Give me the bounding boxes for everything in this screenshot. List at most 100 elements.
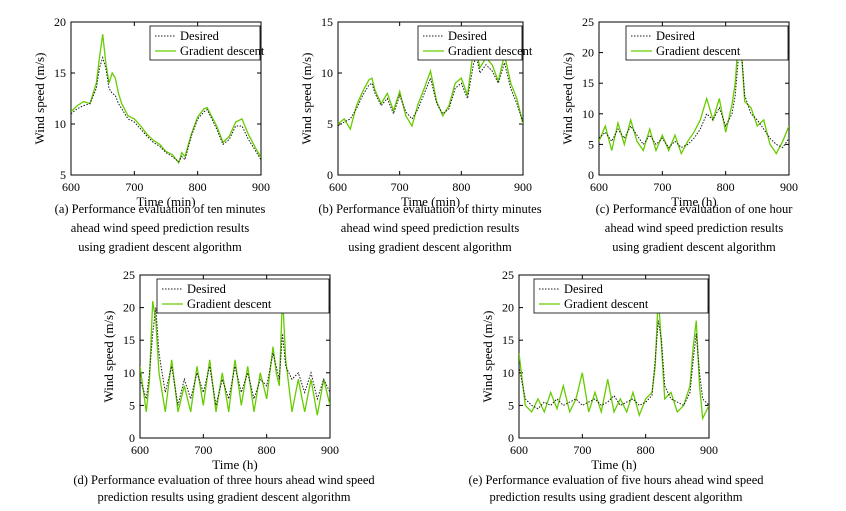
legend-label-desired: Desired (187, 282, 227, 296)
x-tick-label: 700 (573, 443, 591, 457)
x-tick-label: 600 (510, 443, 528, 457)
legend-label-desired: Desired (564, 282, 604, 296)
series-desired-line (338, 56, 523, 127)
x-tick-label: 700 (125, 180, 143, 194)
y-tick-label: 25 (502, 268, 514, 282)
y-tick-label: 25 (582, 15, 594, 29)
x-tick-label: 600 (590, 180, 608, 194)
legend-label-gradient-descent: Gradient descent (448, 44, 533, 58)
legend-label-gradient-descent: Gradient descent (564, 297, 649, 311)
y-tick-label: 5 (508, 398, 514, 412)
y-tick-label: 5 (129, 398, 135, 412)
y-tick-label: 0 (588, 168, 594, 182)
x-tick-label: 800 (637, 443, 655, 457)
y-tick-label: 5 (588, 137, 594, 151)
y-axis-label: Wind speed (m/s) (101, 311, 116, 403)
y-tick-label: 20 (502, 301, 514, 315)
caption-line: using gradient descent algorithm (348, 240, 512, 254)
y-tick-label: 0 (129, 431, 135, 445)
y-tick-label: 5 (327, 117, 333, 131)
y-tick-label: 15 (321, 15, 333, 29)
plot-frame (70, 21, 262, 176)
y-tick-label: 20 (582, 46, 594, 60)
legend-label-gradient-descent: Gradient descent (180, 44, 265, 58)
series-desired-line (140, 307, 330, 406)
y-tick-label: 15 (502, 333, 514, 347)
y-axis-label: Wind speed (m/s) (32, 53, 47, 145)
y-tick-label: 10 (123, 366, 135, 380)
x-tick-label: 600 (62, 180, 80, 194)
y-tick-label: 0 (508, 431, 514, 445)
chart-3: 600 700 800 900 0 5 10 15 20 25 Time (h) Wind speed… (73, 268, 375, 504)
x-tick-label: 700 (391, 180, 409, 194)
legend-box (149, 25, 261, 61)
x-tick-label: 800 (452, 180, 470, 194)
plot-frame (598, 21, 790, 176)
y-axis-label: Wind speed (m/s) (480, 311, 495, 403)
caption-line: using gradient descent algorithm (78, 240, 242, 254)
y-tick-label: 0 (327, 168, 333, 182)
y-tick-label: 25 (123, 268, 135, 282)
caption-line: (c) Performance evaluation of one hour (596, 202, 794, 216)
x-tick-label: 900 (252, 180, 270, 194)
legend-label-desired: Desired (448, 29, 488, 43)
caption-line: (d) Performance evaluation of three hour… (73, 473, 375, 487)
caption-line: (a) Performance evaluation of ten minute… (55, 202, 266, 216)
legend-box (533, 278, 709, 314)
y-tick-label: 15 (582, 76, 594, 90)
caption-line: ahead wind speed prediction results (71, 221, 250, 235)
y-axis-label: Wind speed (m/s) (560, 53, 575, 145)
caption-line: prediction results using gradient descen… (97, 490, 350, 504)
x-tick-label: 600 (329, 180, 347, 194)
legend-label-gradient-descent: Gradient descent (187, 297, 272, 311)
x-tick-label: 900 (321, 443, 339, 457)
caption-line: using gradient descent algorithm (612, 240, 776, 254)
legend-box (156, 278, 330, 314)
y-tick-label: 10 (582, 107, 594, 121)
x-axis-label: Time (min) (136, 194, 195, 209)
series-gradient-descent-line (71, 34, 261, 165)
chart-2: 600 700 800 900 0 5 10 15 20 25 Time (h) Wind speed… (560, 15, 798, 254)
x-tick-label: 800 (717, 180, 735, 194)
chart-1: 600 700 800 900 0 5 10 15 Time (min) Wind speed (… (299, 15, 542, 254)
x-axis-label: Time (min) (401, 194, 460, 209)
legend-label-gradient-descent: Gradient descent (656, 44, 741, 58)
y-tick-label: 15 (54, 66, 66, 80)
series-gradient-descent-line (338, 45, 523, 131)
y-tick-label: 10 (502, 366, 514, 380)
caption-line: ahead wind speed prediction results (341, 221, 520, 235)
caption-line: ahead wind speed prediction results (605, 221, 784, 235)
chart-0: 600 700 800 900 5 10 15 20 Time (min) Wind speed … (32, 15, 270, 254)
series-desired-line (519, 320, 709, 410)
x-tick-label: 800 (258, 443, 276, 457)
x-axis-label: Time (h) (212, 457, 257, 472)
x-axis-label: Time (h) (671, 194, 716, 209)
y-tick-label: 5 (60, 168, 66, 182)
chart-4: 600 700 800 900 0 5 10 15 20 25 Time (h) Wind speed… (468, 268, 764, 504)
x-tick-label: 900 (780, 180, 798, 194)
legend-label-desired: Desired (656, 29, 696, 43)
legend-box (625, 25, 789, 61)
y-tick-label: 20 (123, 301, 135, 315)
y-axis-label: Wind speed (m/s) (299, 53, 314, 145)
series-desired-line (71, 56, 261, 163)
plot-frame (337, 21, 524, 176)
x-tick-label: 900 (514, 180, 532, 194)
x-tick-label: 900 (700, 443, 718, 457)
x-tick-label: 700 (653, 180, 671, 194)
y-tick-label: 10 (321, 66, 333, 80)
y-tick-label: 20 (54, 15, 66, 29)
x-tick-label: 800 (189, 180, 207, 194)
y-tick-label: 10 (54, 117, 66, 131)
series-gradient-descent-line (519, 294, 709, 421)
legend-label-desired: Desired (180, 29, 220, 43)
legend-box (417, 25, 523, 61)
x-tick-label: 600 (131, 443, 149, 457)
x-tick-label: 700 (194, 443, 212, 457)
series-gradient-descent-line (599, 40, 789, 156)
